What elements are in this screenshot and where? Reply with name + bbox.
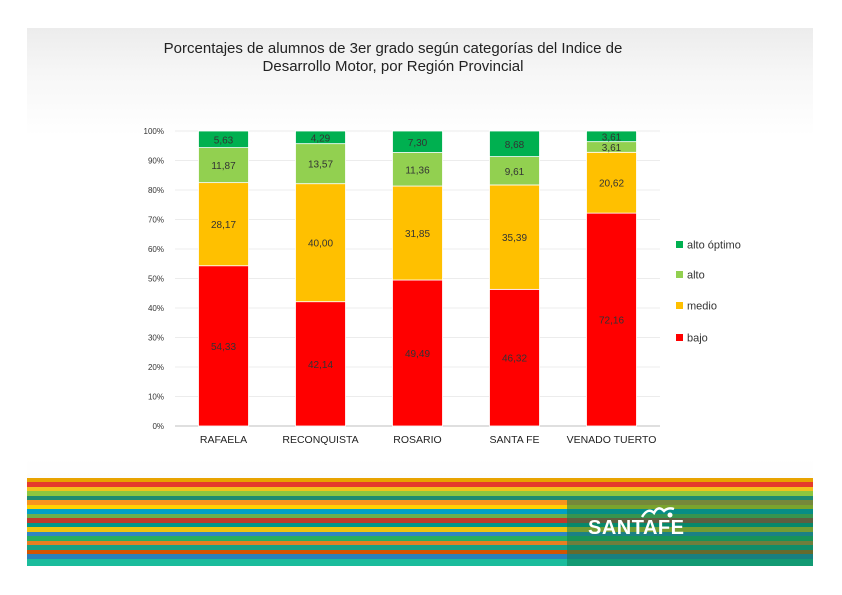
- legend-swatch-medio: [676, 302, 683, 309]
- data-label: 7,30: [408, 138, 428, 149]
- y-tick-label: 100%: [144, 127, 164, 136]
- y-tick-label: 20%: [148, 363, 164, 372]
- decorative-stripes: [27, 478, 813, 566]
- legend-swatch-alto-óptimo: [676, 241, 683, 248]
- bar-segment-alto: [392, 152, 443, 187]
- data-label: 5,63: [214, 135, 234, 146]
- data-label: 40,00: [308, 239, 333, 250]
- data-label: 8,68: [505, 140, 525, 151]
- santafe-logo-text: SANTAFE: [588, 517, 685, 539]
- y-tick-label: 80%: [148, 186, 164, 195]
- santafe-logo-icon: [640, 507, 675, 518]
- data-label: 11,87: [211, 161, 236, 172]
- x-tick-label: SANTA FE: [490, 434, 540, 446]
- y-tick-label: 60%: [148, 245, 164, 254]
- x-tick-label: RAFAELA: [200, 434, 247, 446]
- data-label: 13,57: [308, 160, 333, 171]
- bar-segment-alto: [295, 143, 346, 185]
- y-tick-label: 40%: [148, 304, 164, 313]
- data-label: 31,85: [405, 229, 430, 240]
- data-label: 3,61: [602, 132, 622, 143]
- bar-segment-bajo: [489, 288, 540, 427]
- y-tick-label: 70%: [148, 216, 164, 225]
- chart-title-line2: Desarrollo Motor, por Región Provincial: [262, 58, 524, 75]
- data-label: 35,39: [502, 233, 527, 244]
- bar-segment-alto-óptimo: [198, 130, 249, 149]
- x-tick-label: VENADO TUERTO: [567, 434, 657, 446]
- bar-segment-bajo: [198, 265, 249, 427]
- bar-segment-alto-óptimo: [586, 130, 637, 143]
- data-label: 54,33: [211, 342, 236, 353]
- y-tick-label: 0%: [152, 422, 164, 431]
- bar-segment-medio: [586, 151, 637, 214]
- data-label: 72,16: [599, 316, 624, 327]
- data-label: 3,61: [602, 143, 622, 154]
- data-label: 28,17: [211, 220, 236, 231]
- legend-swatch-alto: [676, 271, 683, 278]
- data-label: 46,32: [502, 354, 527, 365]
- chart-title-line1: Porcentajes de alumnos de 3er grado segú…: [163, 40, 623, 57]
- bar-segment-bajo: [392, 279, 443, 427]
- bar-segment-medio: [392, 185, 443, 281]
- data-label: 9,61: [505, 167, 525, 178]
- bar-segment-alto: [198, 147, 249, 184]
- legend-label: alto óptimo: [687, 240, 741, 252]
- data-label: 20,62: [599, 179, 624, 190]
- data-label: 49,49: [405, 349, 430, 360]
- legend-label: alto: [687, 270, 705, 282]
- data-label: 42,14: [308, 360, 333, 371]
- data-label: 4,29: [311, 133, 331, 144]
- y-tick-label: 90%: [148, 157, 164, 166]
- legend-swatch-bajo: [676, 334, 683, 341]
- x-tick-label: RECONQUISTA: [282, 434, 358, 446]
- legend-label: bajo: [687, 333, 708, 345]
- x-tick-label: ROSARIO: [393, 434, 441, 446]
- bar-segment-alto: [489, 156, 540, 186]
- bar-segment-alto-óptimo: [295, 130, 346, 145]
- bar-segment-medio: [295, 183, 346, 303]
- bar-segment-alto-óptimo: [392, 130, 443, 153]
- data-label: 11,36: [405, 165, 430, 176]
- y-tick-label: 30%: [148, 334, 164, 343]
- y-tick-label: 50%: [148, 275, 164, 284]
- bar-segment-alto-óptimo: [489, 130, 540, 158]
- y-tick-label: 10%: [148, 393, 164, 402]
- legend-label: medio: [687, 301, 717, 313]
